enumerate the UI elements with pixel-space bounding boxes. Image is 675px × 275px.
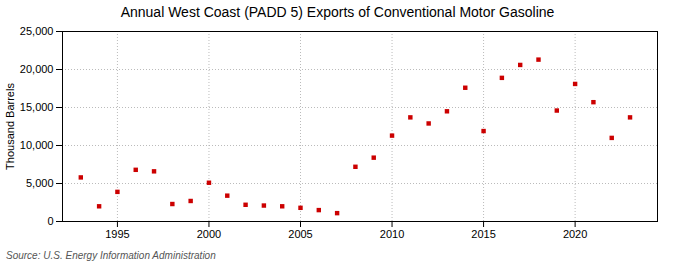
svg-text:25,000: 25,000 bbox=[20, 25, 54, 37]
svg-text:15,000: 15,000 bbox=[20, 101, 54, 113]
svg-text:20,000: 20,000 bbox=[20, 63, 54, 75]
html-text:Annual West Coast (PADD 5) Exp: Annual West Coast (PADD 5) Exports of Co… bbox=[120, 4, 555, 20]
svg-text:Thousand Barrels: Thousand Barrels bbox=[4, 83, 16, 170]
svg-text:2010: 2010 bbox=[380, 228, 404, 240]
svg-text:5,000: 5,000 bbox=[26, 177, 54, 189]
svg-text:2000: 2000 bbox=[197, 228, 221, 240]
svg-text:2015: 2015 bbox=[471, 228, 495, 240]
svg-text:0: 0 bbox=[47, 215, 53, 227]
svg-text:10,000: 10,000 bbox=[20, 139, 54, 151]
svg-text:2005: 2005 bbox=[288, 228, 312, 240]
svg-text:2020: 2020 bbox=[563, 228, 587, 240]
html-text:Source: U.S. Energy Informatio: Source: U.S. Energy Information Administ… bbox=[6, 250, 216, 261]
svg-text:1995: 1995 bbox=[105, 228, 129, 240]
